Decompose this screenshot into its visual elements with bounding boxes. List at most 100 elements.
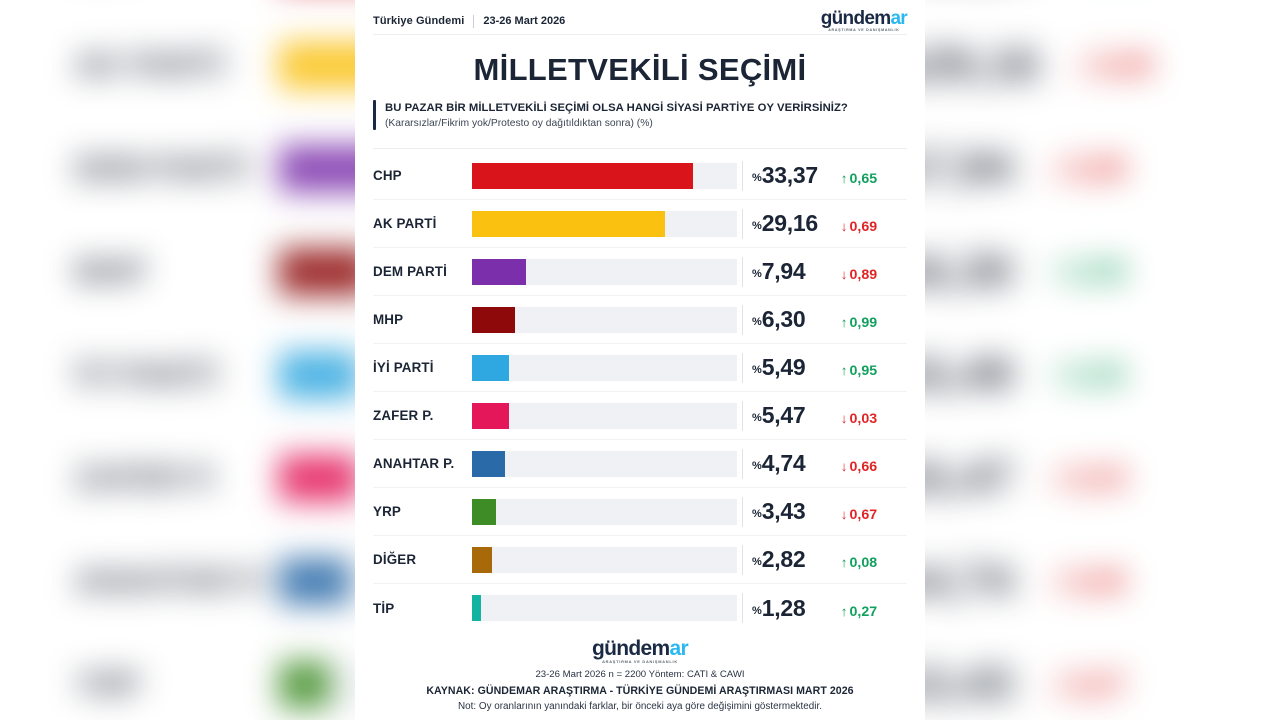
footer-note: Not: Oy oranlarının yanındaki farklar, b… [458, 701, 822, 712]
value-group: % 4,74 ↓ 0,66 [752, 452, 907, 475]
value-group: % 7,94 ↓ 0,89 [752, 260, 907, 283]
delta-change: ↓ 0,66 [841, 460, 877, 474]
vote-share-value: 29,16 [761, 210, 818, 236]
percent-symbol: % [752, 556, 762, 568]
arrow-up-icon: ↑ [840, 555, 848, 570]
value-divider [742, 352, 743, 383]
table-row: TİP% 1,28 ↑ 0,27 [373, 584, 907, 632]
party-label: DİĞER [373, 552, 417, 567]
brand-logo-tagline: ARAŞTIRMA VE DANIŞMANLIK [828, 28, 900, 33]
party-label: DEM PARTİ [373, 264, 448, 279]
table-row: AK PARTİ% 29,16 ↓ 0,69 [373, 200, 907, 248]
delta-value: 0,08 [849, 555, 878, 571]
percent-symbol: % [752, 412, 762, 424]
percent-symbol: % [752, 604, 762, 617]
party-label: YRP [373, 504, 401, 519]
footer: gündemar ARAŞTIRMA VE DANIŞMANLIK 23-26 … [373, 638, 907, 712]
question-accent-bar [373, 100, 376, 131]
value-divider [742, 448, 743, 479]
delta-value: 0,99 [849, 315, 878, 331]
delta-value: 0,89 [849, 267, 878, 283]
value-divider [742, 304, 743, 335]
table-row: MHP% 6,30 ↑ 0,99 [373, 296, 907, 344]
bar-fill [472, 546, 493, 573]
vote-share-value: 2,82 [761, 546, 806, 572]
footer-source: KAYNAK: GÜNDEMAR ARAŞTIRMA - TÜRKİYE GÜN… [426, 685, 854, 697]
arrow-up-icon: ↑ [840, 315, 848, 330]
bar-track [472, 210, 737, 237]
brand-logo-main: gündem [820, 8, 891, 30]
vote-share-value: 1,28 [761, 594, 806, 621]
header-topic: Türkiye Gündemi [373, 15, 465, 27]
brand-logo-accent: ar [890, 8, 907, 30]
percent-symbol: % [752, 220, 762, 232]
value-divider [742, 160, 743, 191]
table-row: İYİ PARTİ% 5,49 ↑ 0,95 [373, 344, 907, 392]
table-row: ANAHTAR P.% 4,74 ↓ 0,66 [373, 440, 907, 488]
vote-share-value: 4,74 [761, 450, 806, 476]
brand-logo-wordmark: gündemar [820, 8, 908, 30]
table-row: DEM PARTİ % 7,94 ↓ 0,89 [373, 248, 907, 296]
percent-symbol: % [752, 364, 762, 376]
infographic-card: Türkiye Gündemi 23-26 Mart 2026 gündemar… [355, 0, 925, 720]
delta-value: 0,66 [849, 459, 878, 475]
value-divider [742, 208, 743, 239]
percent-symbol: % [752, 460, 762, 472]
arrow-down-icon: ↓ [840, 219, 848, 234]
delta-change: ↑ 0,27 [841, 604, 877, 619]
party-label: ANAHTAR P. [373, 456, 455, 471]
party-label: TİP [373, 600, 395, 616]
footer-logo: gündemar ARAŞTIRMA VE DANIŞMANLIK [373, 638, 907, 664]
bar-fill [472, 498, 497, 525]
vote-share-value: 5,47 [761, 402, 806, 428]
arrow-down-icon: ↓ [840, 411, 848, 426]
delta-change: ↑ 0,99 [841, 316, 877, 330]
delta-change: ↓ 0,69 [841, 220, 877, 234]
value-group: % 3,43 ↓ 0,67 [752, 500, 907, 523]
bar-fill [472, 595, 481, 621]
percent-symbol: % [752, 316, 762, 328]
table-row: ZAFER P.% 5,47 ↓ 0,03 [373, 392, 907, 440]
delta-value: 0,65 [849, 171, 878, 187]
value-divider [742, 256, 743, 287]
bar-fill [472, 210, 666, 237]
value-divider [742, 496, 743, 527]
delta-value: 0,67 [849, 507, 878, 523]
page-title: MİLLETVEKİLİ SEÇİMİ [473, 52, 807, 87]
header-date-range: 23-26 Mart 2026 [483, 15, 566, 27]
question-rule [373, 148, 907, 149]
vote-share-value: 6,30 [761, 306, 806, 332]
delta-change: ↑ 0,08 [841, 556, 877, 570]
value-group: % 29,16 ↓ 0,69 [752, 212, 907, 235]
footer-logo-tagline: ARAŞTIRMA VE DANIŞMANLIK [602, 659, 678, 665]
table-row: CHP% 33,37 ↑ 0,65 [373, 152, 907, 200]
party-label: AK PARTİ [373, 216, 437, 231]
bar-fill [472, 354, 510, 381]
value-group: % 2,82 ↑ 0,08 [752, 548, 907, 571]
table-row: DİĞER% 2,82 ↑ 0,08 [373, 536, 907, 584]
bar-track [472, 595, 737, 621]
value-divider [742, 400, 743, 431]
footer-methodology: 23-26 Mart 2026 n = 2200 Yöntem: CATI & … [535, 669, 745, 680]
percent-symbol: % [752, 268, 762, 280]
question-block: BU PAZAR BİR MİLLETVEKİLİ SEÇİMİ OLSA HA… [373, 100, 907, 131]
arrow-down-icon: ↓ [840, 267, 848, 282]
bar-track [472, 498, 737, 525]
header: Türkiye Gündemi 23-26 Mart 2026 gündemar… [373, 8, 908, 34]
arrow-down-icon: ↓ [840, 459, 848, 474]
header-meta: Türkiye Gündemi 23-26 Mart 2026 [373, 14, 566, 28]
value-group: % 5,47 ↓ 0,03 [752, 404, 907, 427]
party-label: ZAFER P. [373, 408, 434, 423]
bar-track [472, 402, 737, 429]
party-label: MHP [373, 312, 404, 327]
vote-share-value: 33,37 [761, 162, 818, 188]
arrow-up-icon: ↑ [840, 171, 848, 186]
question-text-wrap: BU PAZAR BİR MİLLETVEKİLİ SEÇİMİ OLSA HA… [385, 100, 848, 130]
delta-value: 0,69 [849, 219, 878, 235]
bar-track [472, 258, 737, 285]
bar-track [472, 354, 737, 381]
arrow-up-icon: ↑ [840, 363, 848, 378]
question-subtext: (Kararsızlar/Fikrim yok/Protesto oy dağı… [385, 118, 653, 130]
footer-logo-wordmark: gündemar [373, 638, 907, 659]
vote-share-value: 5,49 [761, 354, 806, 380]
